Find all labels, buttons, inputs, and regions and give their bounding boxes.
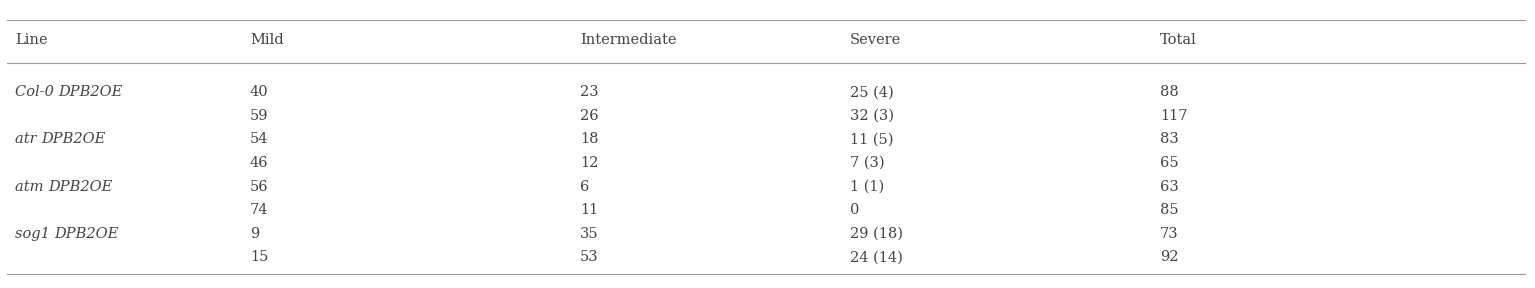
- Text: 32 (3): 32 (3): [850, 109, 893, 123]
- Text: DPB2OE: DPB2OE: [55, 227, 118, 241]
- Text: 12: 12: [580, 156, 599, 170]
- Text: 26: 26: [580, 109, 599, 123]
- Text: 7 (3): 7 (3): [850, 156, 884, 170]
- Text: 74: 74: [250, 203, 269, 217]
- Text: Severe: Severe: [850, 33, 901, 47]
- Text: 40: 40: [250, 85, 269, 99]
- Text: 92: 92: [1160, 251, 1179, 264]
- Text: Col-0: Col-0: [15, 85, 58, 99]
- Text: 25 (4): 25 (4): [850, 85, 893, 99]
- Text: 29 (18): 29 (18): [850, 227, 903, 241]
- Text: 65: 65: [1160, 156, 1179, 170]
- Text: 85: 85: [1160, 203, 1179, 217]
- Text: 117: 117: [1160, 109, 1188, 123]
- Text: atr: atr: [15, 132, 41, 146]
- Text: 24 (14): 24 (14): [850, 251, 903, 264]
- Text: 0: 0: [850, 203, 860, 217]
- Text: 11: 11: [580, 203, 599, 217]
- Text: Total: Total: [1160, 33, 1197, 47]
- Text: 15: 15: [250, 251, 269, 264]
- Text: 9: 9: [250, 227, 259, 241]
- Text: 83: 83: [1160, 132, 1179, 146]
- Text: sog1: sog1: [15, 227, 55, 241]
- Text: DPB2OE: DPB2OE: [41, 132, 106, 146]
- Text: 18: 18: [580, 132, 599, 146]
- Text: 88: 88: [1160, 85, 1179, 99]
- Text: Line: Line: [15, 33, 48, 47]
- Text: 1 (1): 1 (1): [850, 180, 884, 194]
- Text: DPB2OE: DPB2OE: [48, 180, 112, 194]
- Text: 6: 6: [580, 180, 589, 194]
- Text: 35: 35: [580, 227, 599, 241]
- Text: 11 (5): 11 (5): [850, 132, 893, 146]
- Text: DPB2OE: DPB2OE: [58, 85, 123, 99]
- Text: 56: 56: [250, 180, 269, 194]
- Text: 73: 73: [1160, 227, 1179, 241]
- Text: 54: 54: [250, 132, 269, 146]
- Text: 23: 23: [580, 85, 599, 99]
- Text: atm: atm: [15, 180, 48, 194]
- Text: 59: 59: [250, 109, 269, 123]
- Text: 46: 46: [250, 156, 269, 170]
- Text: Intermediate: Intermediate: [580, 33, 677, 47]
- Text: Mild: Mild: [250, 33, 284, 47]
- Text: 53: 53: [580, 251, 599, 264]
- Text: 63: 63: [1160, 180, 1179, 194]
